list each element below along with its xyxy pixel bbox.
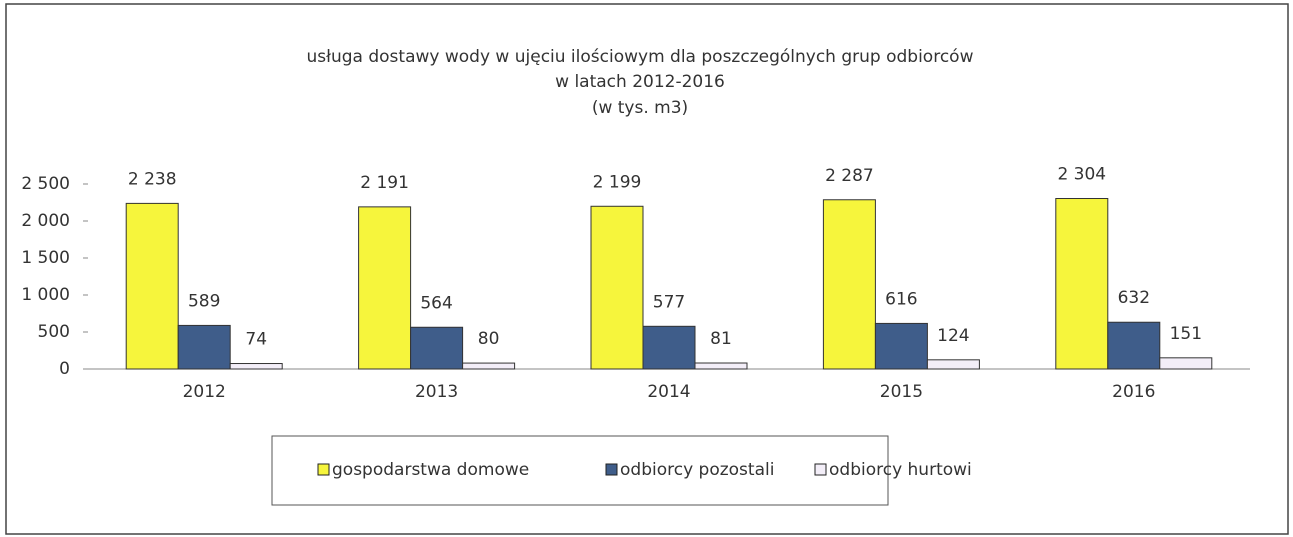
bar bbox=[694, 362, 748, 370]
chart-title: w latach 2012-2016 bbox=[555, 72, 725, 92]
y-tick-label: 2 000 bbox=[21, 211, 70, 231]
bar bbox=[926, 359, 980, 370]
data-label: 564 bbox=[420, 293, 452, 313]
legend-box bbox=[271, 435, 889, 506]
x-tick-label: 2013 bbox=[415, 382, 458, 402]
bar bbox=[229, 363, 283, 370]
data-label: 2 304 bbox=[1057, 165, 1106, 185]
data-label: 2 238 bbox=[128, 169, 177, 189]
chart-title: (w tys. m3) bbox=[592, 98, 688, 118]
legend-swatch bbox=[605, 463, 618, 476]
bar bbox=[642, 325, 696, 370]
data-label: 74 bbox=[245, 330, 267, 350]
legend-label: odbiorcy pozostali bbox=[620, 460, 774, 480]
data-label: 616 bbox=[885, 289, 917, 309]
bar bbox=[358, 206, 412, 370]
legend-swatch bbox=[317, 463, 330, 476]
data-label: 124 bbox=[937, 326, 969, 346]
data-label: 2 287 bbox=[825, 166, 874, 186]
legend-label: odbiorcy hurtowi bbox=[829, 460, 972, 480]
data-label: 577 bbox=[653, 292, 685, 312]
x-tick-label: 2014 bbox=[647, 382, 690, 402]
bar bbox=[125, 202, 179, 370]
data-label: 2 191 bbox=[360, 173, 409, 193]
x-tick-label: 2012 bbox=[183, 382, 226, 402]
bar bbox=[462, 362, 516, 370]
bar bbox=[177, 324, 231, 370]
bar bbox=[1159, 357, 1213, 370]
data-label: 151 bbox=[1170, 324, 1202, 344]
bar bbox=[874, 322, 928, 370]
y-tick-label: 0 bbox=[59, 359, 70, 379]
y-tick-label: 1 000 bbox=[21, 285, 70, 305]
bar bbox=[410, 326, 464, 370]
data-label: 81 bbox=[710, 329, 732, 349]
legend-swatch bbox=[814, 463, 827, 476]
x-tick-label: 2015 bbox=[880, 382, 923, 402]
data-label: 632 bbox=[1118, 288, 1150, 308]
bar bbox=[1055, 198, 1109, 370]
y-tick-label: 2 500 bbox=[21, 174, 70, 194]
y-tick-label: 500 bbox=[38, 322, 70, 342]
x-tick-label: 2016 bbox=[1112, 382, 1155, 402]
bar bbox=[1107, 321, 1161, 370]
bar bbox=[590, 205, 644, 370]
y-tick-label: 1 500 bbox=[21, 248, 70, 268]
chart-title: usługa dostawy wody w ujęciu ilościowym … bbox=[307, 47, 974, 67]
data-label: 2 199 bbox=[593, 172, 642, 192]
data-label: 80 bbox=[478, 329, 500, 349]
data-label: 589 bbox=[188, 291, 220, 311]
legend-label: gospodarstwa domowe bbox=[332, 460, 529, 480]
bar bbox=[822, 199, 876, 370]
